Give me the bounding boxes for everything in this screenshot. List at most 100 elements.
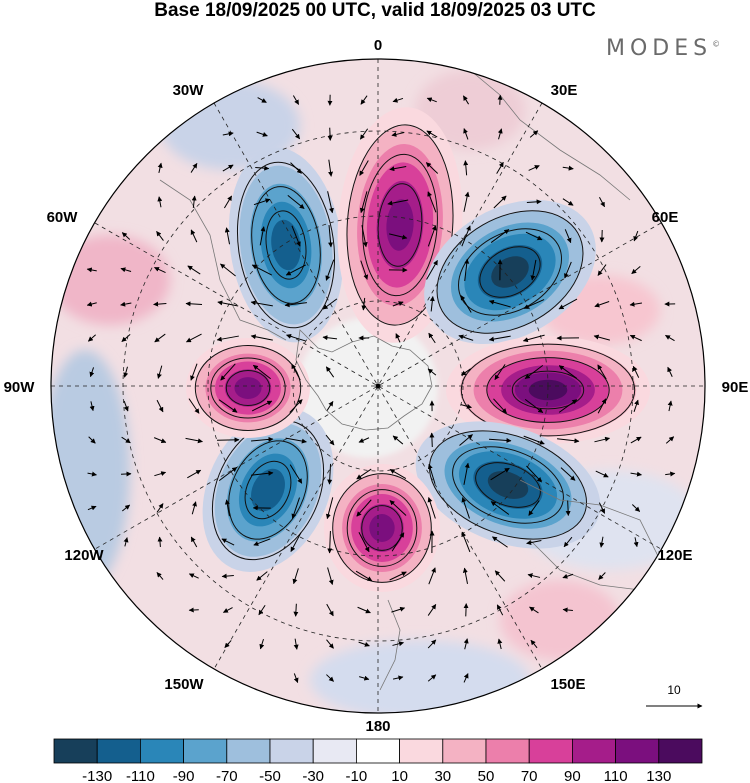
- wind-vector: [594, 436, 611, 443]
- wind-vector: [220, 363, 236, 381]
- wind-vector: [523, 435, 545, 445]
- streamline-contour: [194, 345, 302, 431]
- wind-vector: [223, 195, 233, 209]
- streamline-contour: [436, 210, 584, 334]
- wind-vector: [427, 674, 437, 682]
- wind-vector: [358, 437, 370, 443]
- wind-vector: [123, 366, 129, 378]
- streamline-contour: [211, 419, 325, 561]
- streamline-contour: [210, 357, 286, 419]
- colorbar-tick-label: -70: [216, 768, 238, 783]
- wind-vector: [250, 334, 273, 341]
- wind-vector: [629, 301, 643, 307]
- wind-vector: [459, 434, 473, 446]
- wind-vector: [325, 366, 335, 378]
- wind-vector: [251, 264, 273, 276]
- wind-vector: [463, 673, 469, 683]
- colorbar-swatch: [355, 738, 400, 764]
- wind-vector: [488, 437, 512, 443]
- lon-label-30w: 30W: [173, 82, 205, 99]
- wind-vector: [156, 231, 164, 241]
- page-title: Base 18/09/2025 00 UTC, valid 18/09/2025…: [154, 0, 596, 21]
- wind-vector: [356, 499, 372, 517]
- colorbar-tick-label: 70: [521, 768, 538, 783]
- wind-vector: [461, 531, 471, 553]
- wind-vector: [327, 530, 333, 554]
- wind-vector: [359, 675, 370, 681]
- streamline-contour: [377, 183, 423, 267]
- wind-vector: [259, 226, 266, 246]
- colorbar-tick-label: -50: [259, 768, 281, 783]
- anomaly-neg-120e: [415, 421, 601, 549]
- wind-vector: [427, 639, 437, 649]
- wind-vector: [290, 162, 302, 174]
- lon-label-30e: 30E: [551, 82, 578, 99]
- streamline-contour: [361, 505, 403, 551]
- anomaly-neg-150w: [202, 408, 334, 572]
- wind-vector: [526, 465, 542, 483]
- wind-vector: [530, 639, 538, 649]
- wind-vector: [358, 531, 370, 553]
- colorbar-swatch: [615, 738, 660, 764]
- wind-vector: [427, 604, 437, 616]
- wind-vector: [188, 607, 199, 613]
- anomaly-contour-fill: [271, 219, 301, 271]
- meridian-30w-150e: [213, 102, 543, 670]
- wind-vector: [598, 502, 606, 514]
- wind-vector: [250, 300, 273, 307]
- wind-vector: [633, 230, 639, 242]
- wind-vector: [488, 299, 511, 308]
- wind-vector: [392, 435, 404, 445]
- wind-vector: [185, 333, 202, 343]
- anomaly-neg-60e: [424, 199, 596, 345]
- lon-label-150w: 150W: [164, 676, 204, 693]
- streamline-contour: [479, 246, 541, 298]
- wind-vector: [217, 300, 239, 307]
- wind-vector: [224, 227, 231, 245]
- wind-vector: [191, 501, 197, 515]
- wind-vector: [359, 160, 369, 176]
- wind-vector: [633, 399, 639, 413]
- wind-vector: [426, 97, 437, 103]
- wind-vector: [216, 335, 239, 342]
- wind-vector: [86, 267, 97, 273]
- meridian-60e-120w: [94, 222, 662, 550]
- wind-vector: [361, 225, 368, 248]
- wind-vector: [461, 497, 470, 519]
- colorbar-swatch: [53, 738, 98, 764]
- wind-vector: [427, 368, 437, 376]
- wind-vector: [526, 199, 542, 205]
- colorbar-swatch: [226, 738, 271, 764]
- wind-vector: [357, 606, 371, 614]
- wind-vector: [291, 128, 301, 140]
- colorbar-swatch: [442, 738, 487, 764]
- wind-vector: [224, 499, 230, 517]
- wind-vector: [190, 363, 198, 381]
- anomaly-contour-fill: [234, 377, 262, 399]
- wind-vector: [289, 464, 303, 484]
- anomaly-contour-fill: [487, 471, 529, 499]
- streamline-contour: [452, 446, 564, 524]
- streamline-contour: [362, 153, 438, 297]
- wind-vector: [391, 532, 405, 552]
- wind-vector: [250, 436, 274, 442]
- lon-label-90e: 90E: [722, 379, 749, 396]
- streamline-contour: [236, 161, 336, 329]
- wind-vector: [220, 263, 236, 277]
- wind-vector: [389, 500, 407, 516]
- wind-vector: [359, 191, 368, 214]
- wind-vector: [154, 471, 167, 477]
- wind-vector: [593, 334, 611, 341]
- wind-vector: [389, 166, 407, 172]
- wind-vector: [286, 334, 306, 342]
- wind-vector: [493, 398, 507, 414]
- wind-vector: [597, 364, 607, 380]
- wind-vector: [156, 503, 164, 513]
- wind-vector: [494, 364, 506, 381]
- wind-vector: [667, 400, 673, 412]
- anomaly-contour-fill: [251, 468, 285, 512]
- wind-vector: [491, 536, 508, 548]
- wind-vector: [463, 462, 470, 485]
- wind-vector: [464, 258, 470, 281]
- wind-vector: [157, 536, 163, 547]
